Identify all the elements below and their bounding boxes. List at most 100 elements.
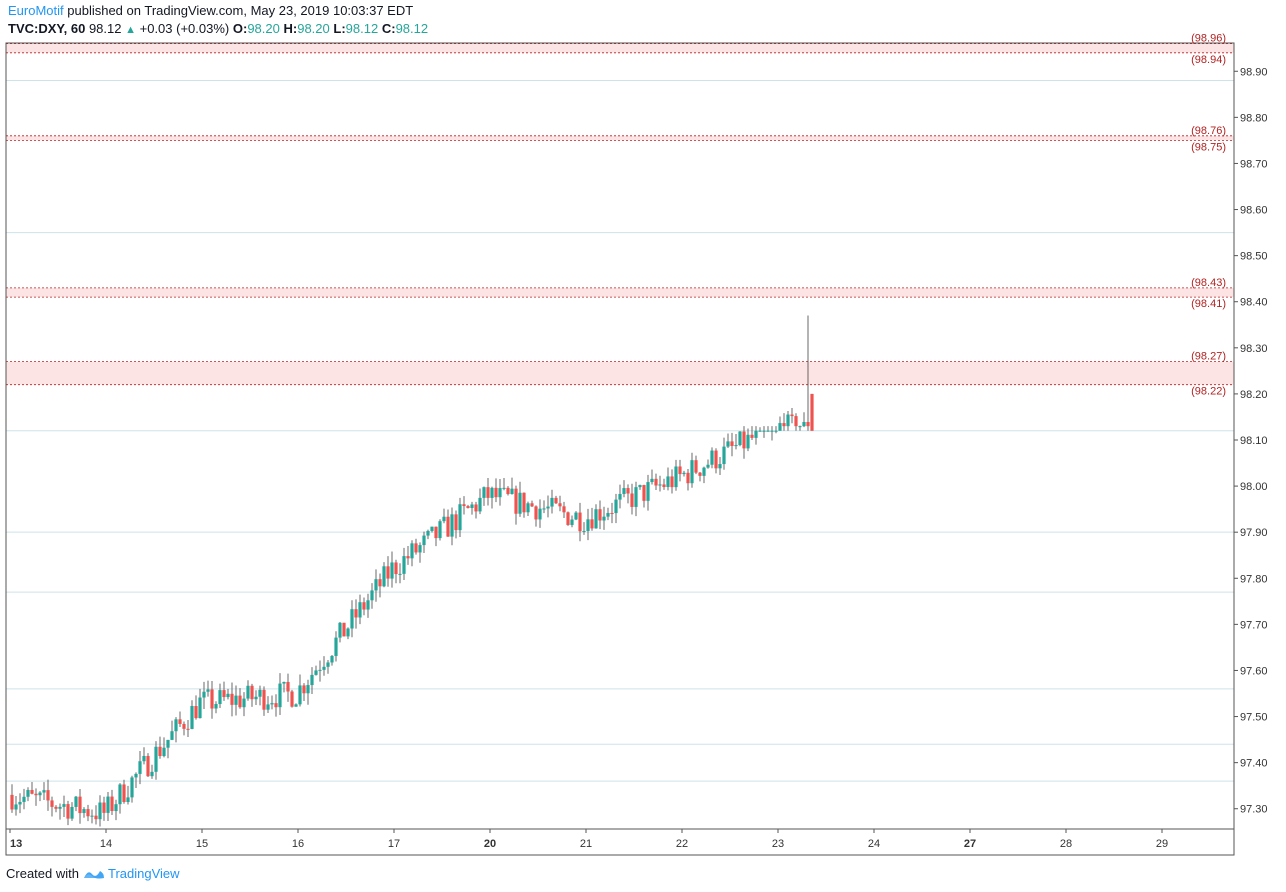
y-tick-label: 97.80 <box>1240 573 1268 585</box>
candle-up <box>786 414 790 427</box>
tradingview-logo-icon <box>83 870 104 879</box>
candle-down <box>610 513 614 515</box>
y-tick-label: 98.50 <box>1240 251 1268 263</box>
level-label-lower: (98.94) <box>1191 54 1226 66</box>
y-tick-label: 98.10 <box>1240 435 1268 447</box>
candle-down <box>86 809 90 817</box>
candle-up <box>58 806 62 809</box>
x-tick-label: 22 <box>676 838 688 850</box>
candle-up <box>74 796 78 807</box>
candle-up <box>150 771 154 777</box>
candle-up <box>390 562 394 579</box>
level-label-lower: (98.41) <box>1191 298 1226 310</box>
candle-down <box>514 488 518 514</box>
last-price: 98.12 <box>88 21 122 36</box>
level-zone <box>6 43 1234 53</box>
level-label-upper: (98.76) <box>1191 125 1226 137</box>
candle-up <box>582 530 586 532</box>
candle-up <box>246 685 250 699</box>
candle-down <box>562 506 566 513</box>
y-tick-label: 97.50 <box>1240 712 1268 724</box>
level-zone <box>6 361 1234 385</box>
candle-up <box>766 430 770 432</box>
candle-up <box>738 431 742 446</box>
candle-up <box>134 773 138 778</box>
candle-up <box>614 499 618 514</box>
candle-down <box>494 487 498 498</box>
candle-down <box>670 476 674 488</box>
y-tick-label: 98.40 <box>1240 297 1268 309</box>
candle-up <box>538 508 542 520</box>
open-value: 98.20 <box>247 21 280 36</box>
candle-up <box>154 746 158 772</box>
candle-up <box>754 430 758 438</box>
candle-up <box>314 670 318 675</box>
candle-down <box>678 466 682 475</box>
candle-up <box>802 421 806 427</box>
y-tick-label: 98.00 <box>1240 481 1268 493</box>
candle-down <box>654 478 658 486</box>
high-label: H: <box>283 21 298 36</box>
candle-up <box>338 622 342 638</box>
candle-down <box>122 784 126 802</box>
candle-up <box>710 450 714 465</box>
publish-info: EuroMotif published on TradingView.com, … <box>8 3 413 18</box>
candle-up <box>450 514 454 537</box>
candle-up <box>130 777 134 798</box>
candle-up <box>114 804 118 812</box>
candle-up <box>570 519 574 525</box>
candle-down <box>742 431 746 449</box>
candle-down <box>630 493 634 507</box>
author-link[interactable]: EuroMotif <box>8 3 64 18</box>
candle-up <box>758 430 762 432</box>
candle-down <box>626 488 630 494</box>
x-tick-label: 29 <box>1156 838 1168 850</box>
candle-up <box>622 488 626 494</box>
candle-down <box>30 789 34 794</box>
tradingview-link[interactable]: TradingView <box>107 866 180 881</box>
candle-down <box>302 685 306 694</box>
published-text: published on TradingView.com, May 23, 20… <box>63 3 414 18</box>
candle-up <box>330 655 334 663</box>
x-tick-label: 15 <box>196 838 208 850</box>
candle-up <box>70 806 74 819</box>
candle-up <box>682 472 686 475</box>
candle-down <box>642 485 646 501</box>
candle-up <box>542 508 546 510</box>
candle-down <box>66 804 70 819</box>
candle-up <box>778 423 782 431</box>
candle-down <box>698 472 702 476</box>
candle-down <box>534 506 538 520</box>
candle-up <box>594 509 598 529</box>
time-axis[interactable]: 13 14 15 16 17 20 21 22 23 24 27 28 29 <box>9 829 1168 850</box>
candle-up <box>118 784 122 805</box>
candle-up <box>770 430 774 432</box>
candle-down <box>362 602 366 610</box>
candle-up <box>690 460 694 484</box>
candle-up <box>366 600 370 610</box>
candle-down <box>78 796 82 814</box>
candle-up <box>162 747 166 757</box>
candle-down <box>186 728 190 730</box>
candle-up <box>306 685 310 694</box>
candle-down <box>34 793 38 796</box>
candle-up <box>646 482 650 501</box>
close-label: C: <box>381 21 396 36</box>
candle-down <box>194 706 198 719</box>
candle-up <box>374 579 378 591</box>
level-labels: (98.96) (98.94) (98.76) (98.75) (98.43) (98.4… <box>1191 33 1226 398</box>
low-label: L: <box>333 21 346 36</box>
y-tick-label: 98.70 <box>1240 158 1268 170</box>
candle-up <box>706 464 710 468</box>
candle-down <box>434 526 438 539</box>
candle-up <box>502 487 506 489</box>
candles <box>10 315 814 827</box>
candle-down <box>354 609 358 618</box>
candle-up <box>762 430 766 432</box>
y-tick-label: 97.60 <box>1240 665 1268 677</box>
price-axis[interactable]: 98.90 98.80 98.70 98.60 98.50 98.40 98.30 98.20… <box>1234 66 1268 816</box>
candle-up <box>490 487 494 498</box>
candle-down <box>230 693 234 705</box>
candle-down <box>578 512 582 532</box>
